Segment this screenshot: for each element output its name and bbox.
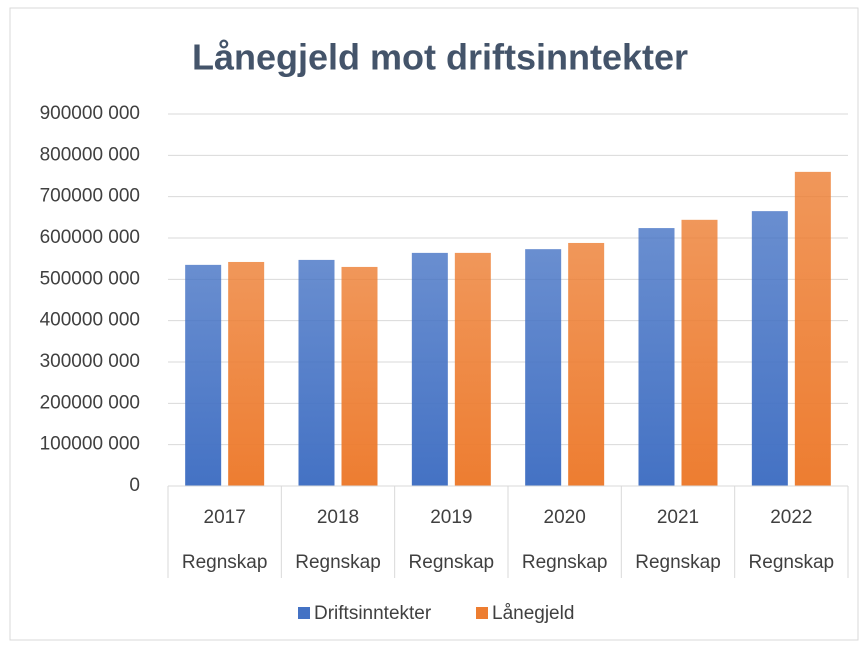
- legend-swatch: [476, 607, 488, 619]
- x-group-label: Regnskap: [522, 552, 608, 573]
- legend-label: Driftsinntekter: [314, 603, 432, 624]
- bar: [411, 252, 448, 486]
- x-tick-label: 2018: [317, 507, 359, 528]
- bar: [794, 171, 831, 486]
- bar: [185, 264, 222, 486]
- x-tick-label: 2020: [544, 507, 586, 528]
- chart-title: Lånegjeld mot driftsinntekter: [192, 37, 688, 78]
- x-tick-label: 2021: [657, 507, 699, 528]
- bar: [298, 259, 335, 486]
- y-tick-label: 800000 000: [40, 144, 140, 165]
- bar: [681, 219, 718, 486]
- legend-label: Lånegjeld: [492, 603, 574, 624]
- x-group-label: Regnskap: [409, 552, 495, 573]
- y-tick-label: 300000 000: [40, 351, 140, 372]
- bar: [751, 211, 788, 486]
- bar: [228, 261, 265, 486]
- x-group-label: Regnskap: [295, 552, 381, 573]
- y-tick-label: 600000 000: [40, 227, 140, 248]
- bar: [454, 252, 491, 486]
- y-tick-label: 500000 000: [40, 268, 140, 289]
- y-tick-label: 700000 000: [40, 186, 140, 207]
- x-tick-label: 2022: [770, 507, 812, 528]
- legend-swatch: [298, 607, 310, 619]
- bar: [638, 228, 675, 486]
- x-group-label: Regnskap: [749, 552, 835, 573]
- bar: [341, 266, 378, 486]
- y-tick-label: 100000 000: [40, 434, 140, 455]
- bar: [568, 242, 605, 486]
- y-tick-label: 400000 000: [40, 310, 140, 331]
- x-tick-label: 2019: [430, 507, 472, 528]
- y-tick-label: 900000 000: [40, 103, 140, 124]
- bar: [525, 249, 562, 486]
- x-tick-label: 2017: [204, 507, 246, 528]
- y-tick-label: 0: [129, 475, 140, 496]
- x-group-label: Regnskap: [182, 552, 268, 573]
- y-tick-label: 200000 000: [40, 392, 140, 413]
- x-group-label: Regnskap: [635, 552, 721, 573]
